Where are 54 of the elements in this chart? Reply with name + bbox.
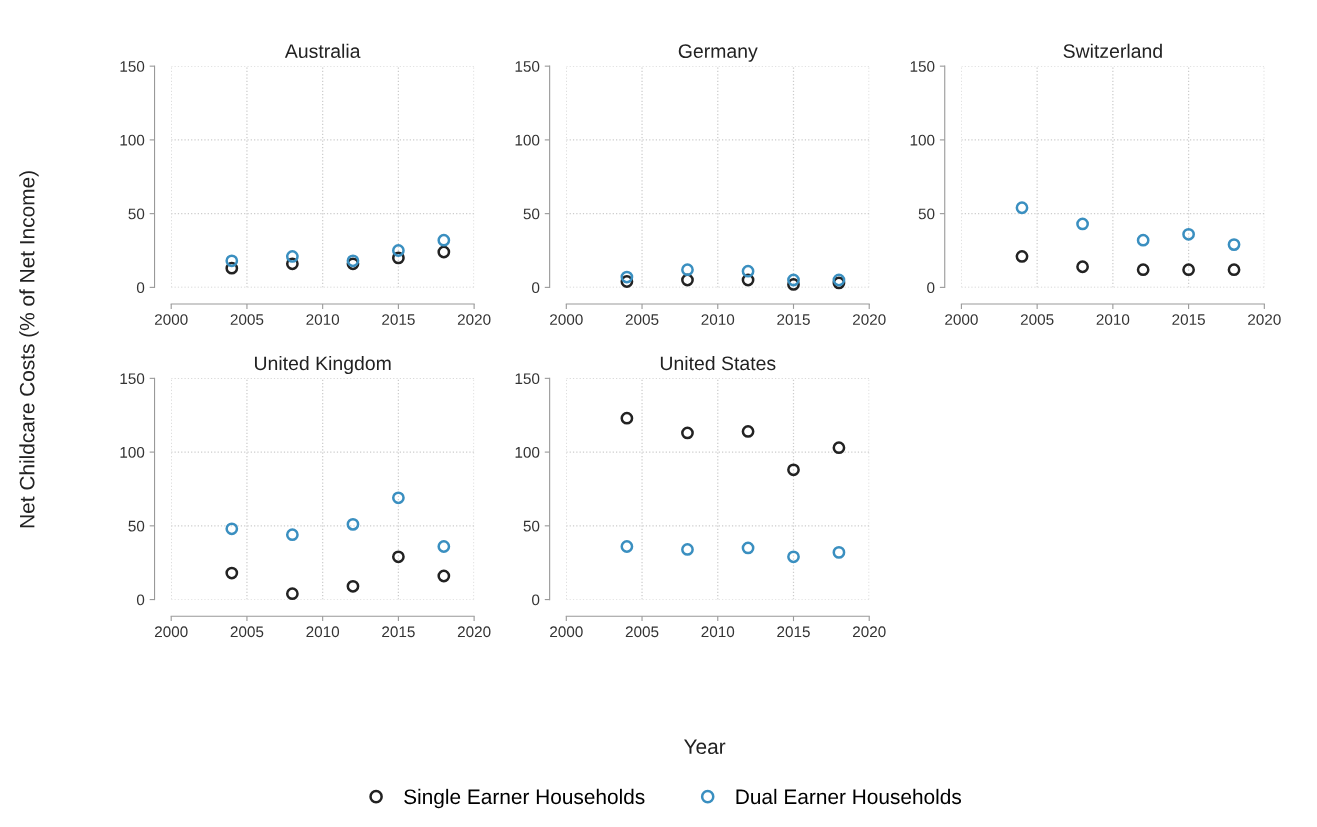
y-tick-label: 150 [120, 61, 145, 72]
y-axis-title: Net Childcare Costs (% of Net Income) [19, 171, 39, 528]
x-tick-label: 2005 [625, 626, 659, 638]
x-tick-label: 2000 [550, 626, 583, 638]
y-tick-label: 50 [523, 520, 540, 532]
x-tick-label: 2015 [777, 314, 810, 325]
y-tick-label: 100 [515, 134, 540, 146]
chart-title: United States [660, 355, 776, 371]
x-tick-label: 2020 [853, 314, 886, 325]
y-tick-label: 100 [910, 134, 935, 146]
y-tick-label: 0 [136, 282, 145, 294]
x-axis-title: Year [684, 739, 726, 755]
x-tick-label: 2005 [1020, 314, 1054, 325]
y-tick-label: 100 [120, 446, 145, 458]
y-tick-label: 150 [120, 373, 145, 385]
y-tick-label: 50 [523, 208, 540, 220]
chart-title: Switzerland [1063, 43, 1162, 59]
x-tick-label: 2020 [1248, 314, 1281, 325]
y-tick-label: 150 [515, 373, 540, 385]
y-tick-label: 0 [927, 282, 935, 294]
x-tick-label: 2005 [625, 314, 659, 325]
y-tick-label: 100 [120, 134, 145, 146]
y-tick-label: 50 [918, 208, 935, 220]
x-tick-label: 2015 [777, 626, 810, 638]
x-tick-label: 2000 [550, 314, 583, 325]
chart-title: Australia [284, 43, 361, 59]
y-tick-label: 100 [515, 446, 540, 458]
chart-title: United Kingdom [254, 355, 391, 375]
x-tick-label: 2010 [306, 314, 340, 325]
x-tick-label: 2005 [230, 626, 264, 638]
x-tick-label: 2010 [701, 314, 735, 325]
x-tick-label: 2010 [306, 626, 340, 638]
y-tick-label: 50 [128, 520, 145, 532]
y-tick-label: 150 [515, 61, 540, 72]
legend-label: Single Earner Households [404, 788, 645, 809]
x-tick-label: 2015 [1172, 314, 1205, 325]
y-tick-label: 150 [910, 61, 935, 72]
x-tick-label: 2005 [230, 314, 264, 325]
x-tick-label: 2000 [154, 314, 188, 325]
x-tick-label: 2010 [701, 626, 735, 638]
x-tick-label: 2000 [154, 626, 188, 638]
x-tick-label: 2020 [457, 314, 491, 325]
y-tick-label: 50 [128, 208, 145, 220]
y-tick-label: 0 [136, 594, 145, 606]
legend-label: Dual Earner Households [736, 788, 962, 805]
x-tick-label: 2015 [382, 314, 415, 325]
x-tick-label: 2020 [457, 626, 491, 638]
x-tick-label: 2000 [945, 314, 978, 325]
chart-title: Germany [678, 44, 758, 62]
x-tick-label: 2015 [382, 626, 415, 638]
y-tick-label: 0 [532, 594, 540, 606]
x-tick-label: 2010 [1096, 314, 1130, 325]
x-tick-label: 2020 [853, 626, 886, 638]
y-tick-label: 0 [532, 282, 540, 294]
